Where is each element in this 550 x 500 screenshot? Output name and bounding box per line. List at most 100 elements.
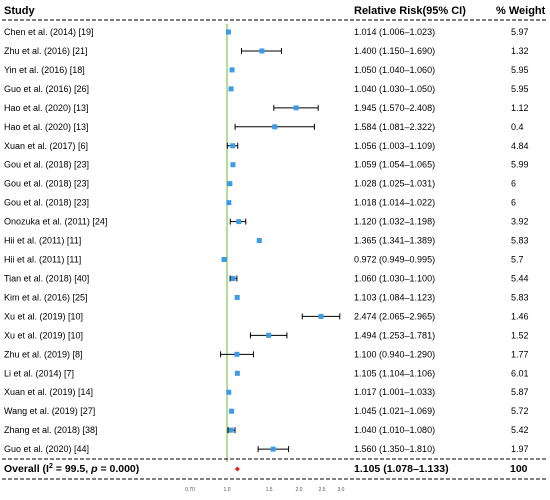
effect-marker <box>221 257 227 263</box>
study-weight: 1.52 <box>511 330 529 340</box>
study-label: Kim et al. (2016) [25] <box>4 292 88 302</box>
header-weight: % Weight <box>496 5 546 17</box>
effect-marker <box>236 219 242 225</box>
study-weight: 1.12 <box>511 103 529 113</box>
study-ci-text: 1.028 (1.025–1.031) <box>354 179 435 189</box>
overall-ci-text: 1.105 (1.078–1.133) <box>354 463 449 475</box>
study-label: Hao et al. (2020) [13] <box>4 103 89 113</box>
study-ci-text: 1.120 (1.032–1.198) <box>354 217 435 227</box>
study-weight: 0.4 <box>511 122 524 132</box>
overall-label-mid: = 99.5, <box>53 463 91 475</box>
study-weight: 5.95 <box>511 65 529 75</box>
effect-marker <box>230 143 236 149</box>
study-ci-text: 1.105 (1.104–1.106) <box>354 368 435 378</box>
overall-label-sup: 2 <box>49 463 53 470</box>
x-tick-label: 2.5 <box>319 487 326 493</box>
study-ci-text: 1.014 (1.006–1.023) <box>354 27 435 37</box>
study-ci-text: 1.017 (1.001–1.033) <box>354 387 435 397</box>
effect-marker <box>229 67 235 73</box>
study-label: Guo et al. (2020) [44] <box>4 444 89 454</box>
study-label: Zhang et al. (2018) [38] <box>4 425 98 435</box>
study-weight: 5.83 <box>511 292 529 302</box>
study-ci-text: 0.972 (0.949–0.995) <box>354 255 435 265</box>
overall-diamond <box>234 466 240 472</box>
header-study: Study <box>4 5 35 17</box>
study-rows: Chen et al. (2014) [19] 1.014 (1.006–1.02… <box>4 27 529 454</box>
study-weight: 1.32 <box>511 46 529 56</box>
study-weight: 5.72 <box>511 406 529 416</box>
study-weight: 5.7 <box>511 255 524 265</box>
effect-marker <box>259 48 265 54</box>
study-weight: 5.83 <box>511 236 529 246</box>
effect-marker <box>234 294 240 300</box>
effect-marker <box>226 389 232 395</box>
study-weight: 5.99 <box>511 160 529 170</box>
study-ci-text: 1.494 (1.253–1.781) <box>354 330 435 340</box>
study-label: Yin et al. (2016) [18] <box>4 65 85 75</box>
study-label: Hii et al. (2011) [11] <box>4 255 81 265</box>
effect-marker <box>270 446 276 452</box>
plot-marks <box>220 24 341 472</box>
study-ci-text: 1.040 (1.030–1.050) <box>354 84 435 94</box>
x-tick-label: 3.0 <box>338 487 345 493</box>
effect-marker <box>234 370 240 376</box>
study-ci-text: 1.050 (1.040–1.060) <box>354 65 435 75</box>
effect-marker <box>228 86 234 92</box>
study-ci-text: 1.040 (1.010–1.080) <box>354 425 435 435</box>
effect-marker <box>230 275 236 281</box>
study-weight: 6.01 <box>511 368 529 378</box>
x-tick-label: 1.0 <box>224 487 231 493</box>
x-tick-label: 2.0 <box>295 487 302 493</box>
study-weight: 6 <box>511 179 516 189</box>
study-label: Xu et al. (2019) [10] <box>4 330 83 340</box>
study-label: Zhu et al. (2019) [8] <box>4 349 83 359</box>
study-weight: 3.92 <box>511 217 529 227</box>
study-weight: 5.95 <box>511 84 529 94</box>
overall-label: Overall (I2 = 99.5, p = 0.000) <box>4 463 139 475</box>
overall-label-suffix: = 0.000) <box>98 463 140 475</box>
effect-marker <box>228 427 234 433</box>
study-label: Wang et al. (2019) [27] <box>4 406 95 416</box>
study-label: Xuan et al. (2017) [6] <box>4 141 88 151</box>
study-label: Onozuka et al. (2011) [24] <box>4 217 107 227</box>
study-ci-text: 1.584 (1.081–2.322) <box>354 122 435 132</box>
study-ci-text: 1.045 (1.021–1.069) <box>354 406 435 416</box>
study-weight: 6 <box>511 198 516 208</box>
study-label: Hii et al. (2011) [11] <box>4 236 81 246</box>
study-label: Gou et al. (2018) [23] <box>4 198 89 208</box>
effect-marker <box>227 181 233 187</box>
study-ci-text: 2.474 (2.065–2.965) <box>354 311 435 321</box>
effect-marker <box>256 238 262 244</box>
overall-label-prefix: Overall (I <box>4 463 49 475</box>
study-label: Hao et al. (2020) [13] <box>4 122 89 132</box>
study-weight: 5.97 <box>511 27 529 37</box>
effect-marker <box>230 162 236 168</box>
study-label: Xuan et al. (2019) [14] <box>4 387 93 397</box>
effect-marker <box>293 105 299 111</box>
effect-marker <box>234 351 240 357</box>
effect-marker <box>225 29 231 35</box>
study-ci-text: 1.056 (1.003–1.109) <box>354 141 435 151</box>
effect-marker <box>272 124 278 130</box>
study-ci-text: 1.059 (1.054–1.065) <box>354 160 435 170</box>
header-effect: Relative Risk(95% CI) <box>354 5 466 17</box>
study-ci-text: 1.365 (1.341–1.389) <box>354 236 435 246</box>
overall-label-p: p <box>90 463 98 475</box>
overall-weight: 100 <box>510 463 528 475</box>
study-label: Gou et al. (2018) [23] <box>4 179 89 189</box>
study-ci-text: 1.400 (1.150–1.690) <box>354 46 435 56</box>
study-label: Zhu et al. (2016) [21] <box>4 46 88 56</box>
effect-marker <box>266 332 272 338</box>
study-weight: 5.42 <box>511 425 529 435</box>
study-ci-text: 1.103 (1.084–1.123) <box>354 292 435 302</box>
study-label: Tian et al. (2018) [40] <box>4 273 89 283</box>
study-ci-text: 1.945 (1.570–2.408) <box>354 103 435 113</box>
study-ci-text: 1.560 (1.350–1.810) <box>354 444 435 454</box>
study-weight: 5.87 <box>511 387 529 397</box>
effect-marker <box>229 408 235 414</box>
study-weight: 4.84 <box>511 141 529 151</box>
study-weight: 1.46 <box>511 311 529 321</box>
study-weight: 5.44 <box>511 273 529 283</box>
x-tick-label: 0.70 <box>185 487 195 493</box>
study-label: Xu et al. (2019) [10] <box>4 311 83 321</box>
